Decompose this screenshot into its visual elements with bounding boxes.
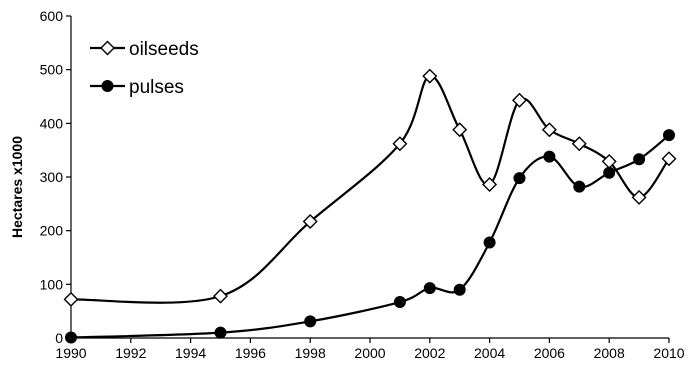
pulses-point bbox=[663, 129, 675, 142]
pulses-point bbox=[304, 315, 317, 328]
pulses-point bbox=[65, 331, 77, 344]
series-oilseeds bbox=[63, 68, 677, 307]
y-tick-label: 200 bbox=[40, 223, 64, 239]
x-tick-label: 1992 bbox=[115, 345, 146, 361]
oilseeds-point bbox=[302, 214, 318, 230]
pulses-point bbox=[423, 282, 436, 295]
oilseeds-point bbox=[452, 122, 468, 138]
x-tick-label: 1996 bbox=[235, 345, 266, 361]
legend: oilseeds pulses bbox=[90, 39, 199, 98]
pulses-point bbox=[214, 326, 227, 339]
pulses-point bbox=[513, 172, 526, 185]
x-tick-label: 2006 bbox=[534, 345, 565, 361]
y-tick-label: 100 bbox=[40, 276, 64, 292]
y-axis-title: Hectares x1000 bbox=[9, 136, 25, 238]
oilseeds-point bbox=[631, 189, 647, 205]
x-tick-label: 1990 bbox=[55, 345, 86, 361]
legend-marker bbox=[100, 40, 115, 56]
oilseeds-point bbox=[392, 136, 408, 152]
legend-item-oilseeds: oilseeds bbox=[90, 39, 199, 60]
oilseeds-line bbox=[70, 75, 670, 304]
pulses-point bbox=[483, 236, 496, 249]
y-tick-label: 500 bbox=[40, 62, 64, 78]
y-tick-label: 600 bbox=[40, 8, 64, 24]
y-tick-label: 400 bbox=[40, 115, 64, 131]
x-tick-label: 2010 bbox=[653, 345, 684, 361]
pulses-point bbox=[543, 150, 556, 163]
x-axis-ticks: 1990 1992 1994 1996 1998 2000 2002 2004 2006 2008… bbox=[55, 338, 685, 361]
x-tick-label: 2004 bbox=[474, 345, 505, 361]
y-tick-label: 0 bbox=[55, 330, 63, 346]
oilseeds-point bbox=[661, 151, 677, 167]
pulses-line bbox=[70, 134, 670, 339]
legend-label: oilseeds bbox=[129, 39, 199, 60]
oilseeds-point bbox=[512, 92, 527, 108]
pulses-point bbox=[603, 166, 616, 179]
oilseeds-point bbox=[541, 122, 557, 138]
legend-label: pulses bbox=[129, 77, 184, 98]
oilseeds-point bbox=[213, 288, 228, 304]
y-axis-ticks: 0 100 200 300 400 500 600 bbox=[40, 8, 71, 346]
legend-item-pulses: pulses bbox=[90, 77, 184, 98]
legend-marker bbox=[101, 80, 114, 92]
pulses-point bbox=[633, 153, 646, 166]
series-layer bbox=[63, 68, 677, 344]
x-tick-label: 1994 bbox=[175, 345, 206, 361]
oilseeds-point bbox=[482, 177, 498, 193]
oilseeds-point bbox=[63, 291, 79, 307]
y-tick-label: 300 bbox=[40, 169, 64, 185]
x-tick-label: 1998 bbox=[295, 345, 326, 361]
pulses-point bbox=[453, 283, 466, 296]
pulses-point bbox=[573, 180, 586, 193]
pulses-point bbox=[393, 296, 406, 309]
x-tick-label: 2000 bbox=[354, 345, 385, 361]
x-tick-label: 2002 bbox=[414, 345, 445, 361]
oilseeds-point bbox=[422, 68, 438, 84]
x-tick-label: 2008 bbox=[594, 345, 625, 361]
oilseeds-point bbox=[571, 136, 587, 152]
series-pulses bbox=[65, 129, 675, 344]
